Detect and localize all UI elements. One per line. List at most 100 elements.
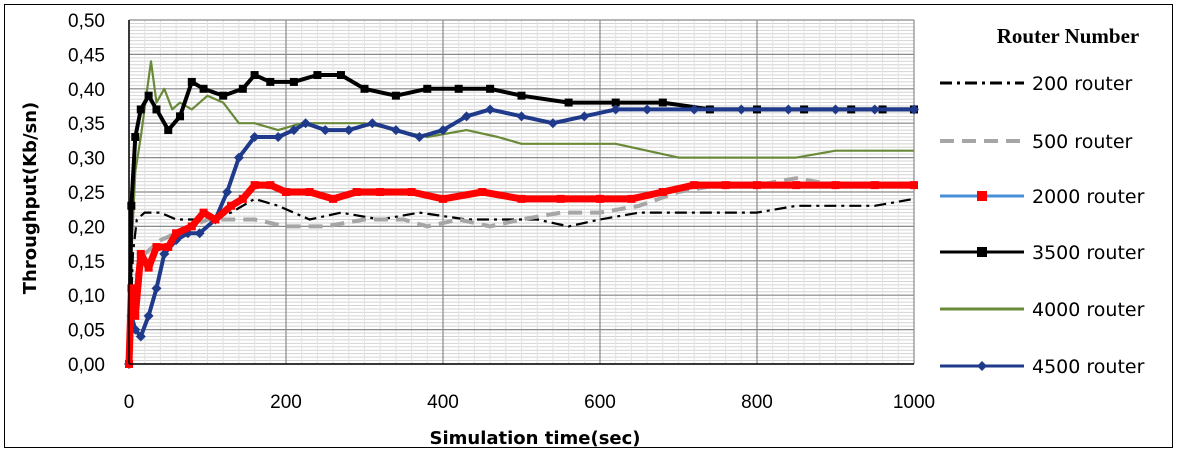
data-point: [596, 194, 604, 203]
data-point: [439, 194, 447, 203]
data-point: [753, 181, 761, 190]
data-point: [127, 284, 136, 293]
data-point: [152, 105, 161, 114]
x-tick-label: 400: [427, 392, 459, 413]
y-tick-label: 0,40: [68, 80, 105, 101]
data-point: [438, 125, 448, 136]
data-point: [227, 201, 236, 210]
y-tick-label: 0,25: [68, 183, 105, 204]
data-point: [658, 188, 667, 196]
data-point: [187, 222, 196, 231]
data-point: [869, 104, 880, 115]
legend-marker: [977, 191, 987, 201]
data-point: [238, 84, 247, 93]
data-point: [249, 131, 260, 142]
data-point: [367, 118, 378, 129]
data-point: [176, 112, 185, 121]
data-point: [486, 84, 495, 93]
data-point: [783, 104, 794, 115]
series-500-router: [127, 176, 914, 365]
data-point: [407, 188, 416, 196]
legend-entry: 200 router: [940, 73, 1133, 95]
data-point: [238, 194, 247, 203]
data-point: [144, 91, 153, 100]
data-point: [478, 188, 487, 196]
data-point: [343, 125, 354, 136]
y-tick-label: 0,30: [68, 149, 105, 170]
legend-label: 2000 router: [1032, 186, 1145, 208]
x-tick-label: 1000: [893, 392, 935, 413]
data-point: [289, 77, 298, 86]
y-tick-label: 0,20: [68, 217, 105, 238]
data-point: [313, 71, 322, 80]
data-point: [219, 91, 228, 100]
legend-marker: [977, 361, 987, 371]
data-point: [556, 194, 565, 203]
series-layer: [124, 60, 919, 369]
data-point: [910, 181, 918, 190]
x-tick-label: 600: [584, 392, 616, 413]
y-tick-label: 0,35: [68, 114, 105, 135]
series-4000-router: [127, 60, 914, 365]
data-point: [547, 118, 558, 129]
data-point: [336, 71, 345, 80]
data-point: [131, 132, 140, 141]
y-tick-label: 0,15: [68, 252, 105, 273]
data-point: [390, 125, 401, 136]
data-point: [151, 283, 162, 294]
data-point: [305, 188, 314, 196]
data-point: [144, 263, 153, 272]
legend-label: 3500 router: [1032, 242, 1145, 264]
legend-entry: 500 router: [940, 131, 1133, 153]
y-tick-label: 0,00: [68, 355, 105, 376]
data-point: [288, 125, 299, 136]
data-point: [454, 84, 463, 93]
data-point: [164, 126, 173, 135]
data-point: [250, 181, 259, 190]
data-point: [352, 188, 361, 196]
legend-label: 200 router: [1032, 73, 1133, 95]
data-point: [222, 187, 233, 197]
data-point: [300, 118, 311, 129]
data-point: [579, 111, 590, 122]
data-point: [721, 181, 730, 190]
data-point: [516, 111, 527, 122]
series-line: [127, 60, 914, 365]
series-line: [127, 107, 914, 365]
data-point: [187, 77, 196, 86]
data-point: [266, 181, 275, 190]
data-point: [199, 208, 208, 217]
data-point: [831, 181, 840, 190]
y-tick-label: 0,10: [68, 286, 105, 307]
data-point: [642, 104, 653, 115]
data-point: [909, 104, 919, 115]
tick-labels: 0,00 0,05 0,10 0,15 0,20 0,25 0,30 0,35 0,40 0,45…: [68, 11, 935, 413]
data-point: [135, 331, 146, 342]
data-point: [233, 152, 244, 163]
legend-entry: 4500 router: [940, 356, 1145, 378]
y-tick-label: 0,05: [68, 321, 105, 342]
series-line: [127, 176, 914, 365]
data-point: [250, 71, 259, 80]
data-point: [360, 84, 369, 93]
data-point: [329, 194, 338, 203]
x-tick-label: 800: [741, 392, 773, 413]
data-point: [658, 98, 667, 107]
data-point: [199, 84, 208, 93]
x-tick-label: 0: [124, 392, 135, 413]
data-point: [273, 131, 284, 142]
data-point: [172, 229, 181, 238]
data-point: [194, 228, 205, 239]
data-point: [282, 188, 290, 196]
data-point: [320, 125, 331, 136]
data-point: [611, 98, 620, 107]
series-2000-router: [125, 181, 918, 368]
legend-entry: 4000 router: [940, 299, 1145, 321]
data-point: [414, 131, 425, 142]
legend-label: 4500 router: [1032, 356, 1145, 378]
data-point: [517, 194, 526, 203]
data-point: [152, 243, 161, 252]
data-point: [131, 311, 140, 320]
data-point: [159, 248, 170, 259]
data-point: [461, 111, 472, 122]
